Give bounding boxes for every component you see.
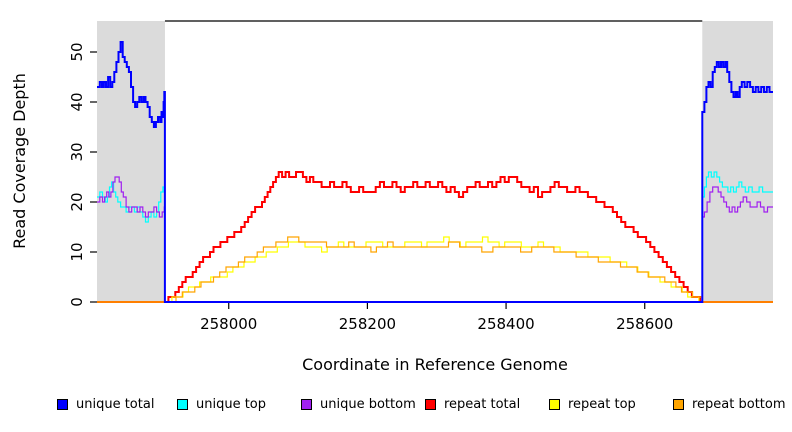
- legend-swatch-unique-bottom: [301, 399, 312, 410]
- x-axis-title: Coordinate in Reference Genome: [302, 355, 568, 374]
- legend-item-unique-total: unique total: [57, 396, 154, 413]
- legend: unique total unique top unique bottom repea…: [0, 396, 792, 416]
- legend-label-repeat-bottom: repeat bottom: [692, 397, 786, 412]
- y-tick-label: 50: [68, 42, 86, 61]
- legend-item-repeat-top: repeat top: [549, 396, 636, 413]
- x-tick-label: 258600: [616, 315, 673, 333]
- y-axis-title: Read Coverage Depth: [10, 73, 29, 249]
- legend-item-unique-top: unique top: [177, 396, 266, 413]
- legend-item-repeat-total: repeat total: [425, 396, 520, 413]
- legend-label-repeat-top: repeat top: [568, 397, 636, 412]
- y-tick-label: 10: [68, 242, 86, 261]
- series-unique-total-line: [97, 41, 773, 303]
- y-tick-label: 0: [68, 297, 86, 307]
- y-tick-label: 20: [68, 192, 86, 211]
- legend-swatch-unique-top: [177, 399, 188, 410]
- unique-region-shade-left: [97, 21, 165, 302]
- legend-swatch-repeat-top: [549, 399, 560, 410]
- legend-item-repeat-bottom: repeat bottom: [673, 396, 786, 413]
- series-repeat-bottom-line: [97, 236, 773, 303]
- x-tick-label: 258200: [339, 315, 396, 333]
- series-unique-top-line: [97, 171, 773, 303]
- y-tick-label: 30: [68, 142, 86, 161]
- unique-region-shade-right: [702, 21, 773, 302]
- y-tick-label: 40: [68, 92, 86, 111]
- legend-label-unique-bottom: unique bottom: [320, 397, 416, 412]
- x-tick-label: 258000: [200, 315, 257, 333]
- legend-swatch-unique-total: [57, 399, 68, 410]
- x-tick-label: 258400: [477, 315, 534, 333]
- legend-swatch-repeat-total: [425, 399, 436, 410]
- legend-label-unique-total: unique total: [76, 397, 155, 412]
- legend-label-repeat-total: repeat total: [444, 397, 521, 412]
- series-unique-bottom-line: [97, 176, 773, 303]
- legend-label-unique-top: unique top: [196, 397, 267, 412]
- legend-item-unique-bottom: unique bottom: [301, 396, 416, 413]
- series-repeat-total-line: [97, 171, 773, 303]
- legend-swatch-repeat-bottom: [673, 399, 684, 410]
